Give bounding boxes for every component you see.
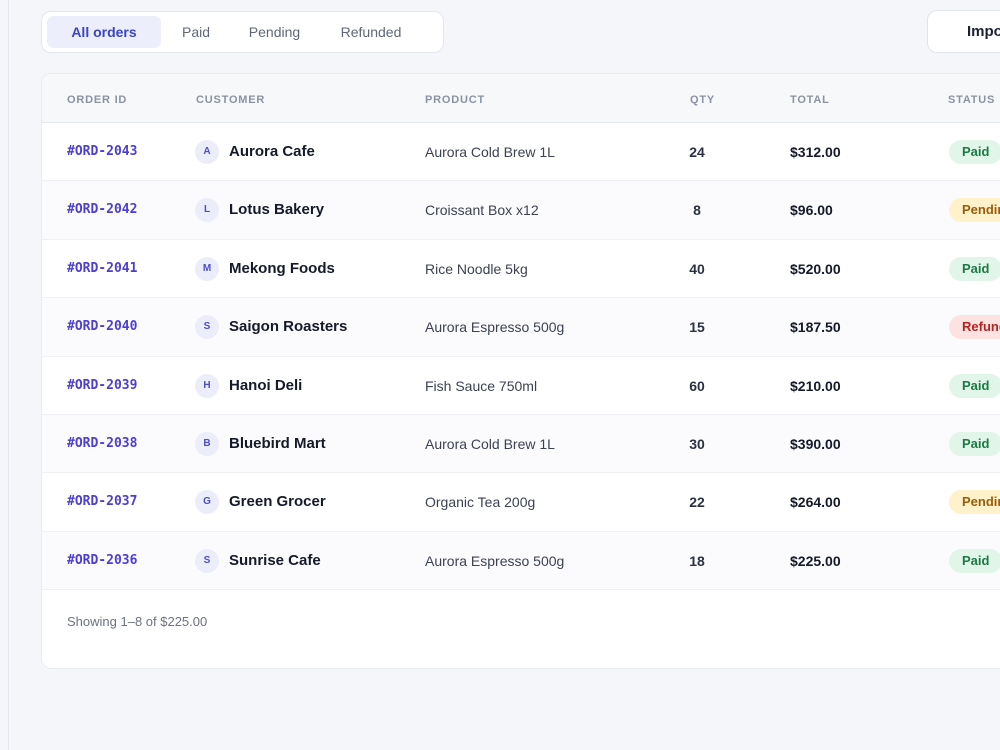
column-header-status[interactable]: STATUS (948, 94, 996, 106)
order-id-link[interactable]: #ORD-2038 (67, 435, 138, 451)
product-name: Organic Tea 200g (425, 494, 536, 511)
tab-all-orders[interactable]: All orders (47, 16, 161, 48)
table-row[interactable]: #ORD-2041 M Mekong Foods Rice Noodle 5kg 40 $… (42, 240, 1000, 299)
status-badge: Paid (949, 373, 1000, 398)
status-badge: Paid (949, 256, 1000, 281)
order-total: $210.00 (790, 377, 841, 394)
table-row[interactable]: #ORD-2043 A Aurora Cafe Aurora Cold Brew 1L… (42, 123, 1000, 182)
product-name: Croissant Box x12 (425, 202, 539, 219)
column-header-customer[interactable]: CUSTOMER (196, 94, 266, 106)
customer-avatar: S (195, 315, 219, 340)
order-total: $264.00 (790, 494, 841, 511)
product-name: Aurora Espresso 500g (425, 552, 565, 569)
order-id-link[interactable]: #ORD-2036 (67, 552, 138, 568)
table-row[interactable]: #ORD-2040 S Saigon Roasters Aurora Espresso… (42, 298, 1000, 357)
order-total: $312.00 (790, 144, 841, 160)
product-name: Rice Noodle 5kg (425, 260, 528, 277)
order-id-link[interactable]: #ORD-2042 (67, 202, 138, 218)
column-header-product[interactable]: PRODUCT (425, 94, 485, 106)
customer-name: Aurora Cafe (229, 143, 315, 160)
quantity: 40 (689, 260, 705, 277)
order-total: $187.50 (790, 319, 841, 336)
order-id-link[interactable]: #ORD-2040 (67, 319, 138, 335)
customer-avatar: G (195, 490, 219, 515)
customer-name: Sunrise Cafe (229, 551, 321, 569)
import-button[interactable]: Import (927, 10, 1000, 53)
tab-paid[interactable]: Paid (181, 24, 211, 40)
customer-avatar: S (195, 548, 219, 573)
orders-table-card: ORDER ID CUSTOMER PRODUCT QTY TOTAL STAT… (41, 73, 1000, 669)
table-row[interactable]: #ORD-2039 H Hanoi Deli Fish Sauce 750ml 60 $2… (42, 357, 1000, 415)
customer-name: Lotus Bakery (229, 201, 325, 219)
customer-name: Bluebird Mart (229, 434, 326, 452)
table-row[interactable]: #ORD-2042 L Lotus Bakery Croissant Box x12 8… (42, 181, 1000, 240)
table-body: #ORD-2043 A Aurora Cafe Aurora Cold Brew 1L… (42, 123, 1000, 591)
table-row[interactable]: #ORD-2038 B Bluebird Mart Aurora Cold Brew … (42, 414, 1000, 474)
table-row[interactable]: #ORD-2036 S Sunrise Cafe Aurora Espresso 50… (42, 531, 1000, 591)
order-id-link[interactable]: #ORD-2043 (67, 144, 138, 159)
sidebar-divider (8, 0, 9, 750)
quantity: 15 (689, 319, 705, 336)
customer-name: Green Grocer (229, 493, 326, 511)
product-name: Aurora Espresso 500g (425, 319, 565, 336)
status-badge: Paid (949, 548, 1000, 573)
status-badge: Paid (949, 431, 1000, 456)
column-header-order-id[interactable]: ORDER ID (67, 94, 128, 106)
customer-avatar: B (195, 431, 219, 456)
status-badge: Pending (949, 198, 1000, 223)
customer-avatar: H (195, 373, 219, 398)
customer-avatar: A (195, 140, 219, 164)
customer-avatar: M (195, 256, 219, 281)
customer-name: Mekong Foods (229, 259, 335, 277)
product-name: Aurora Cold Brew 1L (425, 435, 555, 452)
order-total: $225.00 (790, 552, 841, 569)
tab-refunded[interactable]: Refunded (340, 24, 402, 40)
product-name: Fish Sauce 750ml (425, 377, 538, 394)
order-total: $520.00 (790, 260, 841, 277)
order-total: $96.00 (790, 202, 833, 219)
status-filter-tabs: All orders Paid Pending Refunded (41, 11, 444, 53)
status-badge: Paid (949, 140, 1000, 164)
status-badge: Pending (949, 490, 1000, 515)
status-badge: Refunded (949, 315, 1000, 340)
column-header-total[interactable]: TOTAL (790, 94, 830, 106)
customer-name: Saigon Roasters (229, 318, 348, 336)
tab-pending[interactable]: Pending (248, 24, 301, 40)
quantity: 22 (689, 494, 705, 511)
order-total: $390.00 (790, 435, 841, 452)
customer-name: Hanoi Deli (229, 376, 303, 394)
order-id-link[interactable]: #ORD-2041 (67, 260, 138, 276)
quantity: 18 (689, 552, 705, 569)
order-id-link[interactable]: #ORD-2037 (67, 494, 138, 510)
quantity: 8 (693, 202, 701, 219)
pagination-summary: Showing 1–8 of $225.00 (67, 614, 208, 629)
order-id-link[interactable]: #ORD-2039 (67, 377, 138, 393)
quantity: 30 (689, 435, 705, 452)
table-row[interactable]: #ORD-2037 G Green Grocer Organic Tea 200g 22… (42, 473, 1000, 532)
customer-avatar: L (195, 198, 219, 223)
quantity: 60 (689, 377, 705, 394)
product-name: Aurora Cold Brew 1L (425, 144, 555, 160)
quantity: 24 (689, 144, 705, 160)
table-header: ORDER ID CUSTOMER PRODUCT QTY TOTAL STAT… (42, 74, 1000, 123)
column-header-qty[interactable]: QTY (690, 94, 716, 106)
